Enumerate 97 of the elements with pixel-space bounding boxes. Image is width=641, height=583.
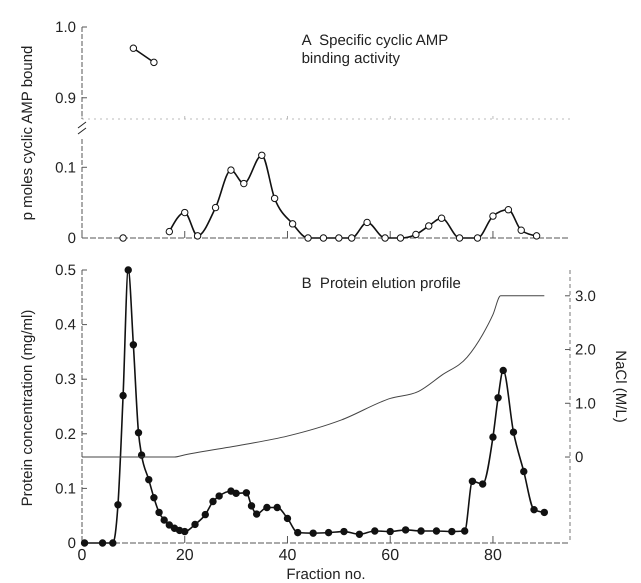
point <box>194 232 202 240</box>
point <box>489 433 497 441</box>
point <box>155 508 163 516</box>
point <box>432 527 440 535</box>
x-tick-label: 60 <box>381 547 400 564</box>
y-tick-label: 0.2 <box>55 426 76 443</box>
line-series <box>82 295 545 458</box>
x-tick-label: 80 <box>484 547 502 564</box>
point <box>460 527 468 535</box>
point <box>166 228 174 236</box>
y-tick-label: 0 <box>68 535 76 552</box>
x-tick-label: 40 <box>278 547 296 564</box>
point <box>294 528 302 536</box>
point <box>425 222 432 230</box>
point <box>456 234 464 242</box>
y2-tick-label: 0 <box>575 449 584 466</box>
point <box>258 152 266 159</box>
y-tick-label: 0.1 <box>55 159 76 176</box>
y-tick-label: 0.3 <box>55 371 76 388</box>
point <box>474 234 482 242</box>
point <box>252 510 260 518</box>
point <box>80 539 88 547</box>
point <box>124 266 132 274</box>
point <box>324 528 332 536</box>
y-tick-label: 0.4 <box>55 316 76 334</box>
y-tick-label: 0 <box>68 230 76 247</box>
point <box>386 528 394 536</box>
point <box>109 539 117 547</box>
point <box>209 498 217 506</box>
point <box>284 514 292 522</box>
point <box>540 508 548 516</box>
point <box>335 234 343 242</box>
point <box>274 504 281 512</box>
point <box>240 180 248 188</box>
y2-tick-label: 1.0 <box>575 395 596 412</box>
point <box>396 234 404 242</box>
y2-axis-title: NaCl (M/L) <box>612 350 629 423</box>
point <box>520 468 528 476</box>
y-axis-title: Protein concentration (mg/ml) <box>19 310 36 506</box>
point <box>402 526 410 534</box>
point <box>98 539 106 547</box>
point <box>356 530 364 538</box>
point <box>114 501 122 508</box>
y2-tick-label: 3.0 <box>575 288 596 305</box>
point <box>500 366 507 374</box>
y-axis-title: p moles cyclic AMP bound <box>19 46 36 220</box>
point <box>381 234 389 242</box>
point <box>340 528 348 536</box>
x-axis-title: Fraction no. <box>286 566 366 583</box>
y-tick-label: 0.1 <box>55 480 76 498</box>
point <box>181 208 188 216</box>
point <box>417 527 425 535</box>
point <box>263 504 271 512</box>
point <box>166 521 174 529</box>
x-tick-label: 20 <box>176 547 194 564</box>
point <box>530 506 538 514</box>
point <box>468 478 476 485</box>
y-tick-label: 0.9 <box>55 90 76 107</box>
point <box>134 429 142 436</box>
point <box>320 234 328 242</box>
point <box>494 394 502 402</box>
point <box>270 194 278 202</box>
point <box>510 428 518 436</box>
point <box>130 341 138 348</box>
point <box>181 528 188 536</box>
point <box>212 204 220 212</box>
point <box>248 502 256 510</box>
point <box>145 476 152 484</box>
point <box>202 510 209 518</box>
point <box>348 234 356 242</box>
chart-title: B Protein elution profile <box>302 275 461 292</box>
point <box>309 529 317 537</box>
text: A Specific cyclic AMP binding activity <box>302 32 448 67</box>
y-tick-label: 1.0 <box>55 19 76 36</box>
point <box>150 494 158 502</box>
point <box>363 218 371 226</box>
point <box>119 392 127 400</box>
point <box>504 206 512 214</box>
point <box>288 220 296 228</box>
point <box>489 212 497 220</box>
point <box>304 234 312 242</box>
point <box>478 480 486 488</box>
point <box>438 214 446 222</box>
point <box>371 527 378 535</box>
y-tick-label: 0.5 <box>55 262 76 279</box>
point <box>448 528 456 536</box>
point <box>160 516 168 524</box>
point <box>119 234 127 242</box>
point <box>191 520 199 528</box>
point <box>232 490 240 498</box>
point <box>532 232 540 240</box>
y2-tick-label: 2.0 <box>575 342 596 359</box>
point <box>227 166 235 174</box>
point <box>412 230 420 238</box>
point <box>215 492 223 500</box>
point <box>242 489 250 496</box>
point <box>518 226 525 234</box>
